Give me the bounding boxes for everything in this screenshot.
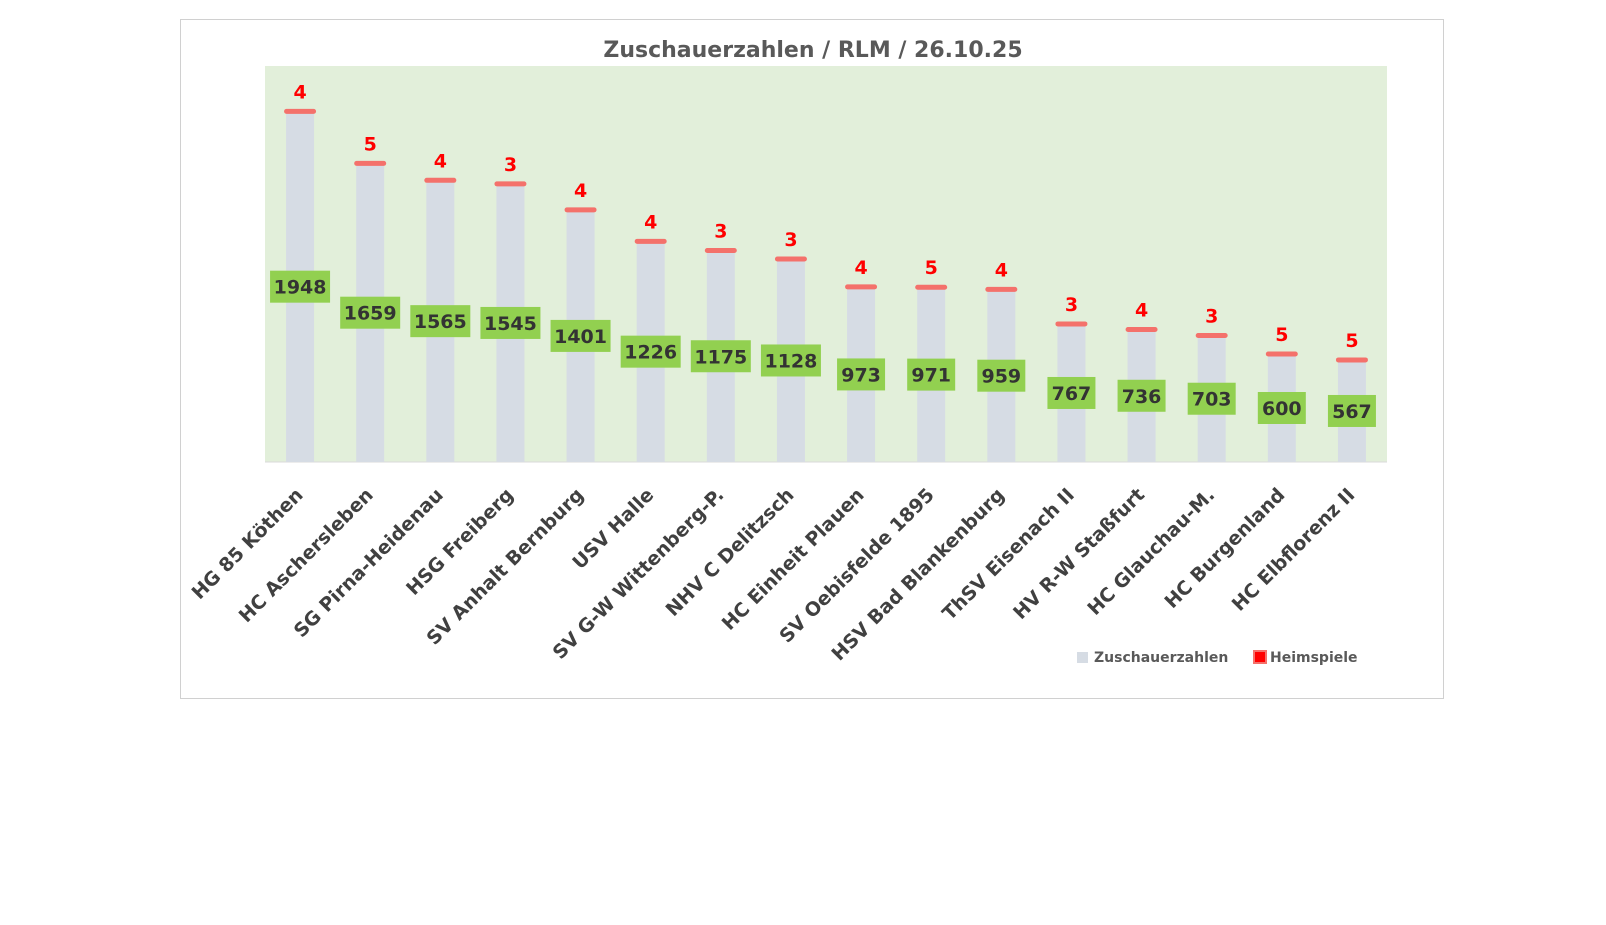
legend-label-zuschauerzahlen: Zuschauerzahlen [1094,650,1228,666]
data-label-heimspiele: 3 [784,229,797,251]
marker-heimspiele [1265,351,1298,357]
marker-heimspiele [354,160,387,166]
data-label-zuschauerzahlen: 1545 [484,313,537,335]
legend-swatch-zuschauerzahlen [1077,652,1088,663]
category-label: HV R-W Staßfurt [1009,484,1149,624]
data-label-zuschauerzahlen: 1565 [414,311,467,333]
marker-heimspiele [634,238,667,244]
marker-heimspiele [494,181,527,187]
data-label-box [1257,392,1306,424]
data-label-zuschauerzahlen: 567 [1332,401,1372,423]
data-label-heimspiele: 4 [644,211,657,233]
data-label-box [1327,394,1376,427]
data-label-zuschauerzahlen: 600 [1262,398,1302,420]
data-label-box [907,358,956,391]
data-label-box [620,335,681,368]
data-label-heimspiele: 5 [1275,324,1288,346]
legend-swatch-heimspiele [1253,650,1267,664]
data-label-heimspiele: 4 [1135,300,1148,322]
data-label-box [340,296,401,329]
data-label-box [270,270,331,303]
legend-label-heimspiele: Heimspiele [1270,650,1358,666]
marker-heimspiele [704,248,737,253]
data-label-zuschauerzahlen: 971 [911,365,951,387]
data-label-box [690,340,751,373]
labels-layer: 1948 1659 1565 1545 1401 1226 1175 1128 973 971 95… [270,270,1376,427]
data-label-box [837,358,886,391]
data-label-heimspiele: 3 [714,221,727,243]
category-label: ThSV Eisenach II [938,484,1079,625]
data-label-zuschauerzahlen: 959 [981,366,1021,388]
data-label-zuschauerzahlen: 1175 [694,346,747,368]
data-label-box [550,319,611,352]
data-label-box [1117,379,1166,412]
marker-heimspiele [1055,321,1088,327]
data-label-heimspiele: 4 [574,180,587,202]
marker-heimspiele [284,108,317,114]
data-label-box [977,359,1026,392]
marker-heimspiele [424,177,457,183]
data-label-heimspiele: 5 [1345,330,1358,352]
category-label: HC Burgenland [1160,484,1289,613]
chart-title: Zuschauerzahlen / RLM / 26.10.25 [603,38,1022,63]
legend: Zuschauerzahlen Heimspiele [1077,650,1358,666]
data-label-heimspiele: 5 [925,257,938,279]
category-label: HC Aschersleben [235,484,378,627]
marker-heimspiele [1195,332,1228,338]
data-label-zuschauerzahlen: 1128 [764,350,817,372]
category-label: HC Glauchau-M. [1083,484,1219,620]
data-label-heimspiele: 4 [293,81,306,103]
marker-heimspiele [915,284,948,290]
data-label-heimspiele: 4 [995,259,1008,281]
marker-heimspiele [1335,357,1368,363]
marker-heimspiele [774,256,807,262]
data-label-heimspiele: 5 [364,133,377,155]
data-label-zuschauerzahlen: 703 [1192,389,1232,411]
data-label-zuschauerzahlen: 973 [841,364,881,386]
marker-heimspiele [985,286,1018,292]
data-label-box [760,344,821,377]
marker-heimspiele [845,284,878,290]
data-label-zuschauerzahlen: 1659 [344,303,397,325]
markers-layer: 4 5 4 3 4 4 3 3 4 5 4 3 4 3 5 5 [284,81,1368,363]
data-label-heimspiele: 3 [1205,305,1218,327]
data-label-box [1047,376,1096,409]
data-label-box [1187,382,1236,415]
data-label-zuschauerzahlen: 1226 [624,342,677,364]
marker-heimspiele [564,207,597,213]
chart-frame: Zuschauerzahlen / RLM / 26.10.25 4 5 4 3 4 4 3… [180,19,1444,699]
marker-heimspiele [1125,327,1158,333]
data-label-zuschauerzahlen: 736 [1122,386,1162,408]
data-label-heimspiele: 4 [854,257,867,279]
category-label: NHV C Delitzsch [662,484,799,621]
category-label: HC Einheit Plauen [718,484,869,635]
data-label-box [480,306,541,339]
data-label-heimspiele: 3 [1065,294,1078,316]
category-label: HC Elbflorenz II [1228,484,1360,616]
data-label-heimspiele: 3 [504,154,517,176]
chart-svg: Zuschauerzahlen / RLM / 26.10.25 4 5 4 3 4 4 3… [188,38,1387,666]
data-label-zuschauerzahlen: 1948 [274,277,327,299]
data-label-heimspiele: 4 [434,150,447,172]
data-label-zuschauerzahlen: 767 [1052,383,1092,405]
data-label-zuschauerzahlen: 1401 [554,326,607,348]
data-label-box [410,305,471,338]
